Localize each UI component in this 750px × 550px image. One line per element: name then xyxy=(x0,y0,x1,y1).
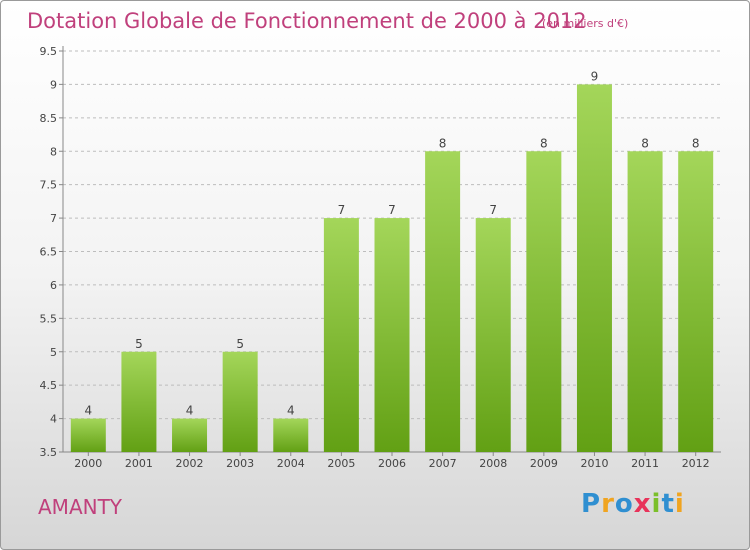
x-tick-label: 2009 xyxy=(530,457,558,470)
bar xyxy=(526,151,562,452)
bar xyxy=(627,151,663,452)
logo-letter: x xyxy=(633,489,652,519)
logo-letter: t xyxy=(661,489,675,519)
bar xyxy=(273,418,309,452)
bar-value-label: 4 xyxy=(186,404,194,418)
bar xyxy=(576,84,612,453)
logo-letter: i xyxy=(674,489,685,519)
bar xyxy=(678,151,714,452)
y-tick-label: 3.5 xyxy=(40,446,58,459)
x-tick-label: 2000 xyxy=(74,457,102,470)
bar-value-label: 4 xyxy=(84,404,92,418)
x-tick-label: 2005 xyxy=(327,457,355,470)
bar xyxy=(121,351,157,452)
bar-value-label: 8 xyxy=(540,136,548,150)
y-tick-label: 9 xyxy=(50,78,57,91)
bar-value-label: 8 xyxy=(692,136,700,150)
y-tick-label: 5.5 xyxy=(40,312,58,325)
x-tick-label: 2001 xyxy=(125,457,153,470)
x-tick-label: 2012 xyxy=(682,457,710,470)
bar xyxy=(70,418,106,452)
bar xyxy=(323,218,359,452)
bar xyxy=(425,151,461,452)
y-tick-label: 7.5 xyxy=(40,179,58,192)
y-tick-label: 6.5 xyxy=(40,246,58,259)
x-tick-label: 2006 xyxy=(378,457,406,470)
x-tick-label: 2004 xyxy=(277,457,305,470)
chart-subtitle: (en milliers d'€) xyxy=(542,17,629,30)
y-tick-label: 4.5 xyxy=(40,379,58,392)
bar-value-label: 7 xyxy=(388,203,396,217)
bar-value-label: 8 xyxy=(641,136,649,150)
commune-name: AMANTY xyxy=(38,495,123,519)
bar-value-label: 4 xyxy=(287,404,295,418)
x-tick-label: 2002 xyxy=(176,457,204,470)
logo-letter: r xyxy=(601,489,615,519)
bar xyxy=(475,218,511,452)
logo-letter: P xyxy=(581,489,602,519)
chart-title: Dotation Globale de Fonctionnement de 20… xyxy=(27,9,587,33)
y-tick-label: 5 xyxy=(50,346,57,359)
x-tick-label: 2007 xyxy=(429,457,457,470)
y-tick-label: 8 xyxy=(50,145,57,158)
x-tick-label: 2008 xyxy=(479,457,507,470)
x-tick-label: 2010 xyxy=(580,457,608,470)
x-tick-label: 2011 xyxy=(631,457,659,470)
proxiti-logo: Proxiti xyxy=(581,489,685,519)
bar-value-label: 5 xyxy=(135,337,143,351)
x-tick-label: 2003 xyxy=(226,457,254,470)
y-tick-label: 7 xyxy=(50,212,57,225)
bar xyxy=(374,218,410,452)
y-tick-label: 8.5 xyxy=(40,112,58,125)
logo-letter: o xyxy=(614,489,634,519)
y-tick-label: 4 xyxy=(50,413,57,426)
bar-value-label: 7 xyxy=(489,203,497,217)
bar-value-label: 8 xyxy=(439,136,447,150)
logo-letter: i xyxy=(651,489,662,519)
bar-value-label: 9 xyxy=(591,69,599,83)
y-tick-label: 9.5 xyxy=(40,45,58,58)
bar-value-label: 5 xyxy=(236,337,244,351)
bar xyxy=(172,418,208,452)
bar-value-label: 7 xyxy=(338,203,346,217)
bar xyxy=(222,351,258,452)
y-tick-label: 6 xyxy=(50,279,57,292)
